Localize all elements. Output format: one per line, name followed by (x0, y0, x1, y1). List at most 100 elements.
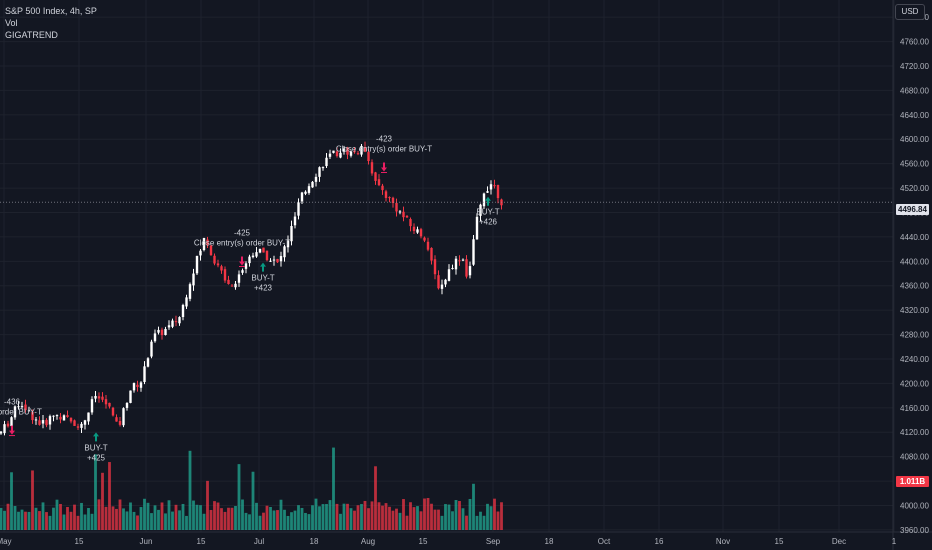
volume-bar (332, 447, 335, 530)
candle-body (83, 420, 87, 425)
volume-bar (55, 499, 59, 530)
volume-bar (17, 511, 20, 530)
candle-body (251, 255, 255, 258)
volume-bar (307, 514, 311, 530)
candle-body (412, 226, 416, 231)
candle-body (69, 417, 73, 422)
volume-bar (430, 503, 433, 530)
y-tick-label: 4320.00 (900, 306, 929, 315)
candle-body (188, 284, 192, 299)
volume-bar (433, 509, 437, 530)
candle-body (153, 333, 157, 342)
buy-marker-label: BUY-T (251, 274, 274, 283)
candle-body (293, 216, 297, 226)
candle-body (486, 191, 489, 193)
candle-body (381, 185, 384, 191)
volume-indicator-label[interactable]: Vol (5, 18, 18, 28)
candle-body (143, 366, 146, 382)
candle-body (465, 259, 468, 277)
sell-marker-label: Close entry(s) order BUY-T (336, 144, 432, 153)
volume-bar (206, 480, 209, 530)
candle-body (41, 420, 45, 424)
candle-body (31, 411, 34, 421)
volume-bar (496, 511, 500, 530)
candle-body (139, 382, 143, 388)
volume-bar (230, 507, 234, 530)
volume-bar (20, 509, 24, 530)
candle-body (255, 252, 258, 257)
y-tick-label: 4360.00 (900, 282, 929, 291)
candle-body (38, 420, 41, 425)
volume-bar (297, 505, 300, 530)
candle-body (300, 192, 304, 202)
candle-body (290, 226, 293, 242)
volume-bar (244, 512, 248, 530)
candle-body (216, 263, 220, 266)
strategy-indicator-label[interactable]: GIGATREND (5, 30, 58, 40)
volume-bar (132, 511, 136, 530)
volume-bar (304, 512, 307, 530)
volume-bar (321, 504, 325, 530)
candle-body (104, 399, 108, 405)
volume-bar (258, 515, 262, 530)
candle-body (325, 157, 328, 167)
volume-bar (349, 508, 353, 530)
candle-body (108, 402, 111, 407)
volume-bar (458, 501, 461, 530)
volume-badge: 1.011B (896, 476, 929, 487)
y-tick-label: 4080.00 (900, 453, 929, 462)
candle-body (346, 147, 349, 155)
candle-body (283, 246, 286, 258)
candle-body (391, 197, 395, 204)
candle-body (461, 259, 465, 261)
volume-bar (482, 515, 486, 530)
candle-body (332, 150, 335, 153)
candle-body (202, 237, 206, 251)
volume-bar (265, 505, 269, 530)
volume-bar (339, 513, 342, 530)
candle-body (374, 172, 377, 181)
volume-bar (195, 504, 199, 530)
candle-body (185, 297, 188, 307)
volume-bar (94, 454, 97, 530)
volume-bar (83, 514, 87, 530)
y-tick-label: 4640.00 (900, 111, 929, 120)
candle-body (160, 329, 164, 336)
candle-body (220, 266, 223, 271)
candle-body (48, 416, 52, 425)
volume-bar (108, 462, 111, 530)
volume-bar (500, 502, 503, 530)
candle-body (416, 229, 419, 233)
volume-bar (188, 450, 192, 530)
candle-body (353, 151, 356, 153)
sell-marker-label: y(s) order BUY-T (0, 408, 42, 417)
candle-body (496, 184, 500, 199)
volume-bar (255, 502, 258, 530)
candle-body (101, 396, 104, 400)
sell-arrow-icon (381, 162, 387, 172)
candle-body (223, 269, 227, 281)
volume-bar (24, 511, 27, 530)
candle-body (307, 186, 311, 193)
symbol-title[interactable]: S&P 500 Index, 4h, SP (5, 6, 97, 16)
candle-body (297, 202, 300, 216)
volume-bar (66, 507, 69, 530)
buy-marker-label: BUY-T (84, 443, 107, 452)
y-tick-label: 4240.00 (900, 355, 929, 364)
candle-body (206, 239, 209, 246)
candle-body (157, 329, 160, 333)
volume-bar (174, 504, 178, 530)
candle-body (342, 148, 346, 152)
candle-body (363, 147, 367, 152)
buy-arrow-icon (485, 196, 491, 206)
volume-bar (444, 504, 447, 530)
candle-body (241, 270, 244, 273)
candle-body (388, 197, 391, 199)
y-tick-label: 4200.00 (900, 379, 929, 388)
volume-bar (363, 500, 367, 530)
volume-bar (384, 503, 388, 530)
currency-button[interactable]: USD (895, 4, 925, 20)
volume-bar (314, 498, 318, 530)
volume-bar (311, 505, 314, 530)
